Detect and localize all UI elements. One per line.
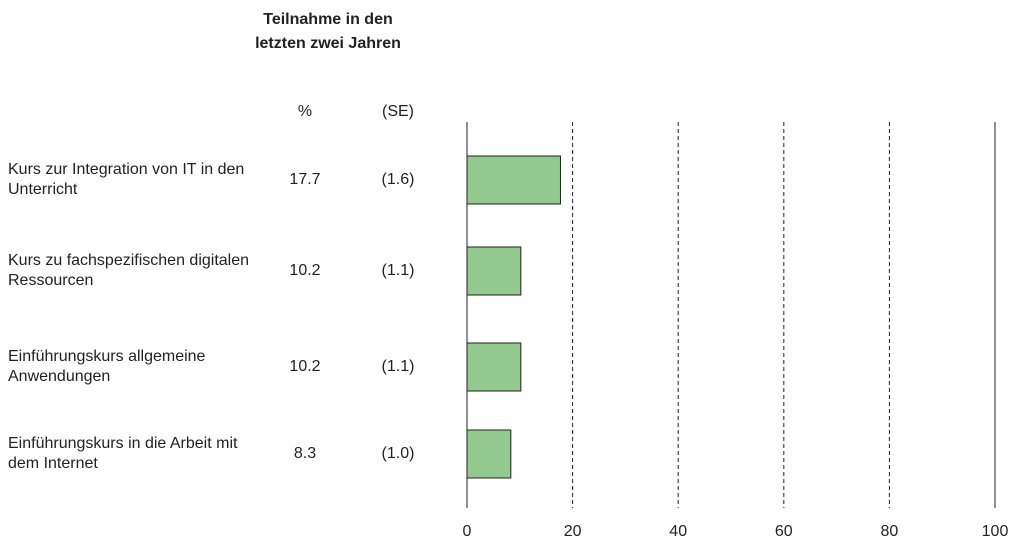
bar <box>466 246 522 296</box>
category-label: Einführungskurs allgemeine Anwendungen <box>8 348 206 385</box>
x-tick-label: 20 <box>564 523 582 540</box>
category-label: Kurs zur Integration von IT in den Unter… <box>8 161 245 198</box>
category-label: Einführungskurs in die Arbeit mit dem In… <box>8 435 238 472</box>
x-tick-label: 40 <box>669 523 687 540</box>
se-header: (SE) <box>382 103 414 120</box>
bar <box>466 429 512 479</box>
x-tick-label: 60 <box>775 523 793 540</box>
chart-title: Teilnahme in den letzten zwei Jahren <box>255 11 401 52</box>
x-tick-label: 100 <box>982 523 1009 540</box>
bar <box>466 342 522 392</box>
category-label: Kurs zu fachspezifischen digitalen Resso… <box>8 252 250 289</box>
value-label: 10.2 <box>289 262 321 279</box>
value-label: 8.3 <box>293 445 317 462</box>
se-label: (1.1) <box>381 358 415 375</box>
value-header: % <box>297 103 313 120</box>
value-label: 10.2 <box>289 358 321 375</box>
value-label: 17.7 <box>289 171 321 188</box>
se-label: (1.0) <box>381 445 415 462</box>
bar <box>466 155 561 205</box>
se-label: (1.1) <box>381 262 415 279</box>
se-label: (1.6) <box>381 171 415 188</box>
x-tick-label: 80 <box>881 523 899 540</box>
x-tick-label: 0 <box>463 523 472 540</box>
